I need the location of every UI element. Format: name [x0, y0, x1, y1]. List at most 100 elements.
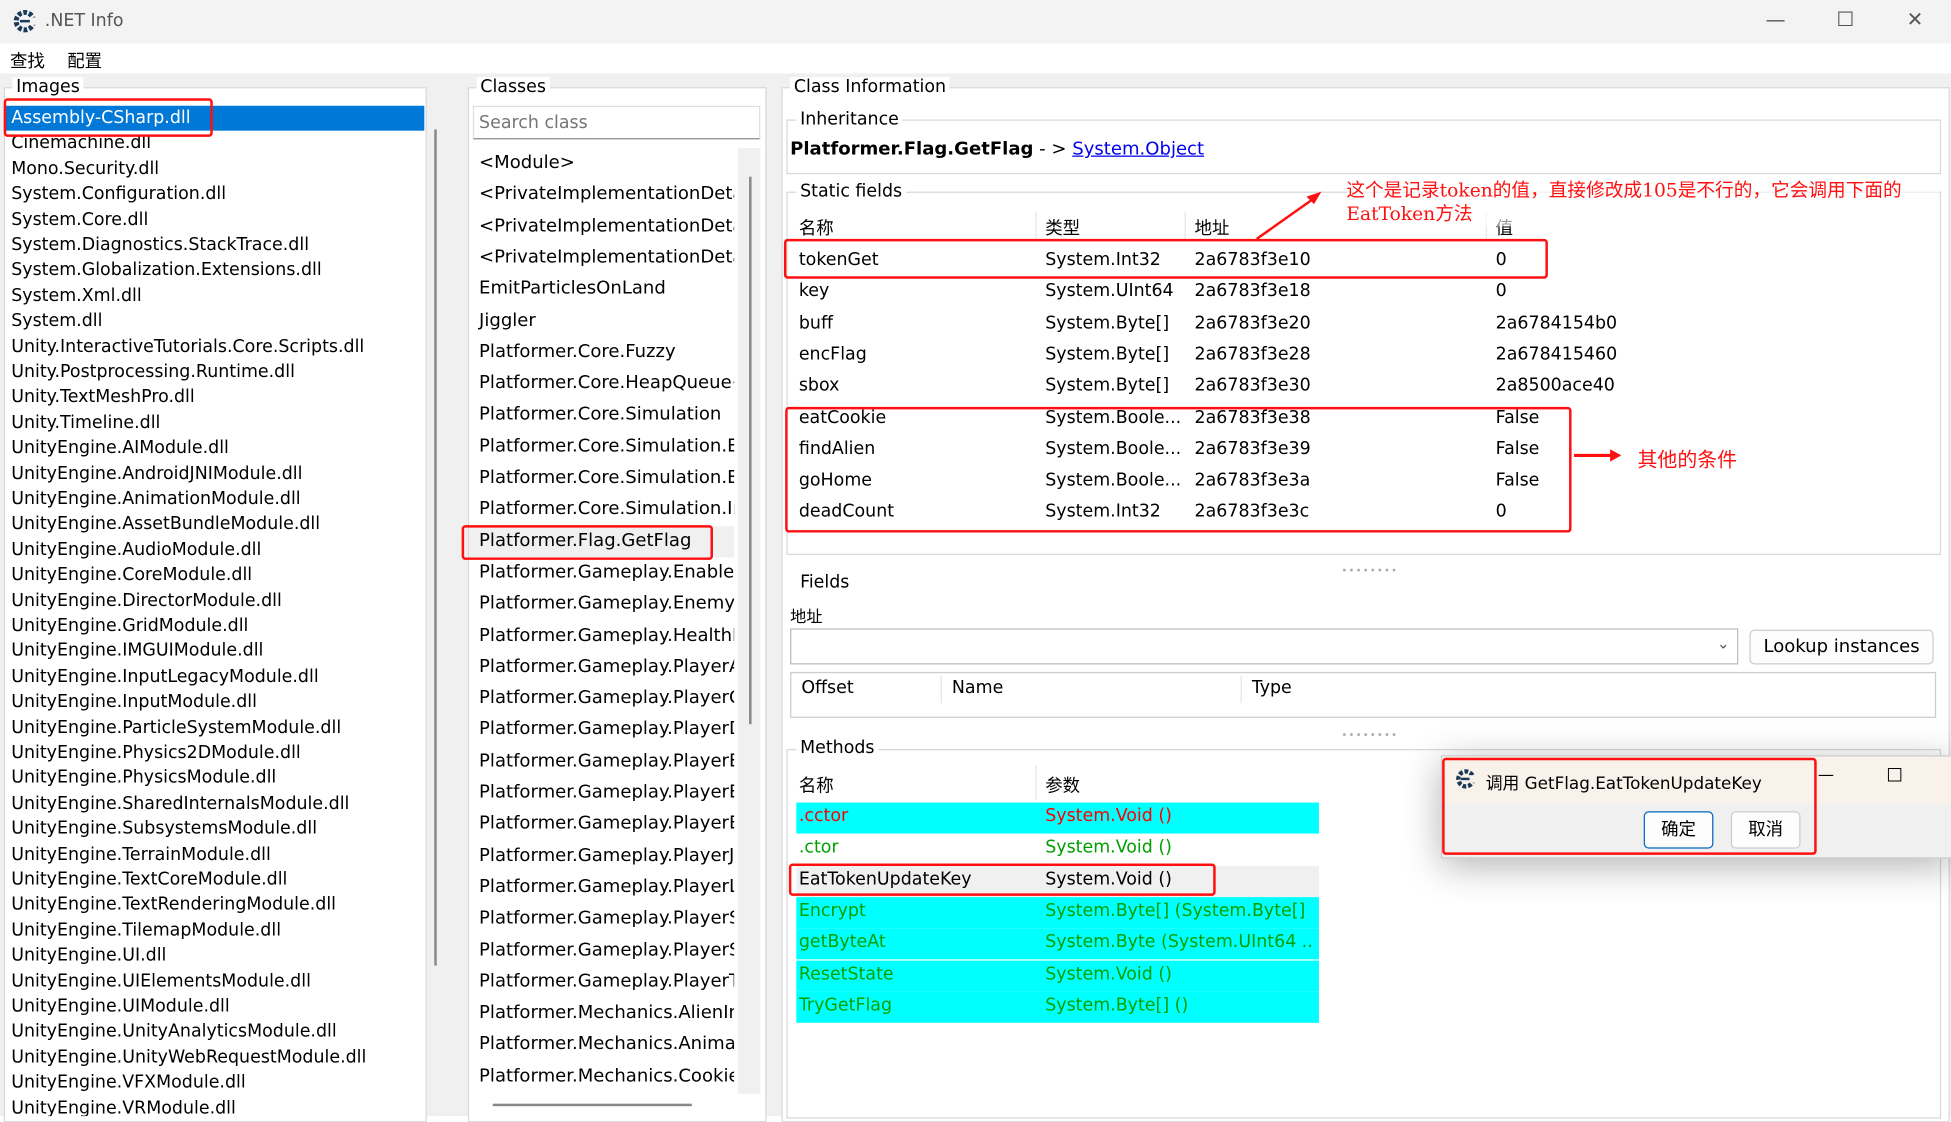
image-list-item[interactable]: System.Core.dll: [11, 209, 149, 230]
class-list-item[interactable]: Platformer.Gameplay.PlayerCo: [479, 688, 735, 709]
dialog-maximize-button[interactable]: ☐: [1886, 764, 1904, 787]
static-field-row[interactable]: tokenGet System.Int32 2a6783f3e10 0: [791, 246, 1936, 277]
class-list-item[interactable]: Platformer.Gameplay.EnablePl: [479, 562, 735, 583]
image-list-item[interactable]: UnityEngine.UIElementsModule.dll: [11, 971, 311, 992]
class-list-item[interactable]: Platformer.Gameplay.HealthIs: [479, 625, 735, 646]
image-list-item[interactable]: System.Diagnostics.StackTrace.dll: [11, 235, 310, 256]
image-list-item[interactable]: Mono.Security.dll: [11, 159, 160, 179]
address-combobox[interactable]: ⌄: [790, 628, 1739, 665]
image-list-item[interactable]: UnityEngine.UnityAnalyticsModule.dll: [11, 1022, 337, 1042]
static-fields-header[interactable]: 地址: [1194, 218, 1230, 239]
classes-scrollbar-thumb[interactable]: [749, 176, 752, 725]
method-row[interactable]: .cctor System.Void (): [796, 802, 1319, 835]
image-list-item[interactable]: UnityEngine.TerrainModule.dll: [11, 844, 271, 865]
static-field-row[interactable]: key System.UInt64 2a6783f3e18 0: [791, 278, 1936, 309]
method-row[interactable]: Encrypt System.Byte[] (System.Byte[] ...: [796, 897, 1319, 929]
static-field-row[interactable]: sbox System.Byte[] 2a6783f3e30 2a8500ace40: [791, 372, 1936, 403]
close-button[interactable]: ✕: [1906, 7, 1924, 32]
class-list-item[interactable]: Platformer.Core.Fuzzy: [479, 341, 676, 362]
static-fields-header[interactable]: 名称: [798, 218, 834, 239]
class-list-item[interactable]: Platformer.Mechanics.AlienIns: [479, 1003, 735, 1023]
class-list-item[interactable]: Platformer.Gameplay.PlayerAli: [479, 656, 735, 677]
menu-config[interactable]: 配置: [67, 52, 103, 73]
static-field-row[interactable]: buff System.Byte[] 2a6783f3e20 2a6784154b0: [791, 309, 1936, 340]
classes-hscrollbar-thumb[interactable]: [492, 1103, 692, 1107]
image-list-item[interactable]: UnityEngine.Physics2DModule.dll: [11, 742, 301, 763]
image-list-item[interactable]: UnityEngine.UnityWebRequestModule.dll: [11, 1047, 367, 1068]
static-field-row[interactable]: goHome System.Boole... 2a6783f3e3a False: [791, 467, 1936, 498]
image-list-item[interactable]: UnityEngine.TextRenderingModule.dll: [11, 895, 337, 916]
static-field-row[interactable]: findAlien System.Boole... 2a6783f3e39 False: [791, 435, 1936, 466]
image-list-item[interactable]: UnityEngine.AnimationModule.dll: [11, 489, 301, 509]
class-list-item[interactable]: Platformer.Core.Simulation: [479, 404, 722, 425]
class-list-item[interactable]: Platformer.Gameplay.PlayerSt: [479, 940, 735, 960]
class-list-item[interactable]: Platformer.Flag.GetFlag: [469, 525, 735, 558]
class-list-item[interactable]: Platformer.Core.Simulation.Ev: [479, 467, 735, 488]
image-list-item[interactable]: UnityEngine.SharedInternalsModule.dll: [11, 793, 350, 814]
method-row[interactable]: ResetState System.Void (): [796, 959, 1319, 992]
class-list-item[interactable]: Platformer.Gameplay.PlayerLa: [479, 877, 735, 898]
image-list-item[interactable]: Unity.Postprocessing.Runtime.dll: [11, 362, 295, 383]
static-field-row[interactable]: encFlag System.Byte[] 2a6783f3e28 2a6784154…: [791, 341, 1936, 372]
class-list-item[interactable]: Platformer.Gameplay.EnemyD: [479, 593, 735, 614]
lookup-instances-button[interactable]: Lookup instances: [1749, 629, 1934, 665]
image-list-item[interactable]: UnityEngine.SubsystemsModule.dll: [11, 818, 318, 839]
image-list-item[interactable]: UnityEngine.IMGUIModule.dll: [11, 641, 264, 662]
images-scrollbar-thumb[interactable]: [434, 129, 437, 966]
static-field-row[interactable]: deadCount System.Int32 2a6783f3e3c 0: [791, 498, 1936, 529]
splitter-handle[interactable]: ••••••••: [1341, 729, 1399, 741]
class-list-item[interactable]: Platformer.Core.Simulation.Ins: [479, 499, 735, 520]
class-list-item[interactable]: Platformer.Gameplay.PlayerEn: [479, 814, 735, 835]
class-list-item[interactable]: Platformer.Mechanics.Animati: [479, 1034, 735, 1055]
static-fields-header[interactable]: 类型: [1045, 218, 1081, 239]
class-list-item[interactable]: Jiggler: [479, 310, 536, 331]
image-list-item[interactable]: UnityEngine.CoreModule.dll: [11, 565, 253, 586]
method-row[interactable]: TryGetFlag System.Byte[] (): [796, 991, 1319, 1023]
image-list-item[interactable]: UnityEngine.VFXModule.dll: [11, 1072, 246, 1093]
class-list-item[interactable]: <PrivateImplementationDetails: [479, 184, 734, 205]
image-list-item[interactable]: Cinemachine.dll: [11, 133, 152, 154]
image-list-item[interactable]: UnityEngine.ParticleSystemModule.dll: [11, 717, 342, 738]
class-list-item[interactable]: Platformer.Gameplay.PlayerDe: [479, 719, 735, 740]
image-list-item[interactable]: UnityEngine.UI.dll: [11, 945, 167, 966]
classes-list[interactable]: <Module> <PrivateImplementationDetails <Pr…: [469, 148, 738, 1094]
class-list-item[interactable]: Platformer.Gameplay.PlayerSp: [479, 908, 735, 929]
image-list-item[interactable]: UnityEngine.AIModule.dll: [11, 438, 229, 459]
image-list-item[interactable]: UnityEngine.InputModule.dll: [11, 692, 257, 712]
method-row[interactable]: EatTokenUpdateKey System.Void (): [796, 865, 1319, 898]
header-type[interactable]: Type: [1251, 678, 1292, 699]
image-list-item[interactable]: UnityEngine.UIModule.dll: [11, 996, 230, 1017]
image-list-item[interactable]: UnityEngine.AndroidJNIModule.dll: [11, 463, 303, 484]
image-list-item[interactable]: System.dll: [11, 311, 103, 332]
methods-header[interactable]: 参数: [1045, 776, 1081, 797]
cancel-button[interactable]: 取消: [1730, 811, 1801, 849]
ok-button[interactable]: 确定: [1643, 811, 1714, 849]
class-list-item[interactable]: Platformer.Gameplay.PlayerEn: [479, 751, 735, 772]
class-list-item[interactable]: Platformer.Core.HeapQueue<: [479, 373, 735, 394]
image-list-item[interactable]: UnityEngine.TilemapModule.dll: [11, 920, 282, 941]
splitter-handle[interactable]: ••••••••: [1341, 564, 1399, 577]
class-list-item[interactable]: <PrivateImplementationDetails: [479, 247, 734, 268]
image-list-item[interactable]: Unity.InteractiveTutorials.Core.Scripts.…: [11, 336, 365, 357]
class-list-item[interactable]: EmitParticlesOnLand: [479, 278, 666, 299]
class-list-item[interactable]: Platformer.Mechanics.CookieI: [479, 1065, 735, 1086]
images-list[interactable]: Assembly-CSharp.dll Cinemachine.dll Mono.S…: [3, 105, 425, 1117]
class-list-item[interactable]: Platformer.Gameplay.PlayerJu: [479, 845, 735, 866]
image-list-item[interactable]: UnityEngine.VRModule.dll: [11, 1098, 236, 1117]
image-list-item[interactable]: Assembly-CSharp.dll: [3, 105, 425, 132]
image-list-item[interactable]: UnityEngine.GridModule.dll: [11, 615, 249, 636]
base-class-link[interactable]: System.Object: [1072, 139, 1205, 160]
method-row[interactable]: getByteAt System.Byte (System.UInt64 ...: [796, 928, 1319, 960]
class-list-item[interactable]: Platformer.Gameplay.PlayerEn: [479, 782, 735, 803]
dialog-minimize-button[interactable]: —: [1817, 766, 1835, 786]
image-list-item[interactable]: System.Xml.dll: [11, 285, 142, 306]
header-offset[interactable]: Offset: [801, 678, 854, 699]
image-list-item[interactable]: System.Globalization.Extensions.dll: [11, 260, 322, 281]
class-list-item[interactable]: <Module>: [479, 153, 575, 173]
class-list-item[interactable]: <PrivateImplementationDetails: [479, 216, 734, 236]
image-list-item[interactable]: UnityEngine.AssetBundleModule.dll: [11, 514, 321, 535]
image-list-item[interactable]: UnityEngine.PhysicsModule.dll: [11, 768, 277, 789]
image-list-item[interactable]: UnityEngine.TextCoreModule.dll: [11, 869, 288, 890]
maximize-button[interactable]: ☐: [1836, 7, 1855, 32]
search-class-input[interactable]: [472, 105, 761, 140]
